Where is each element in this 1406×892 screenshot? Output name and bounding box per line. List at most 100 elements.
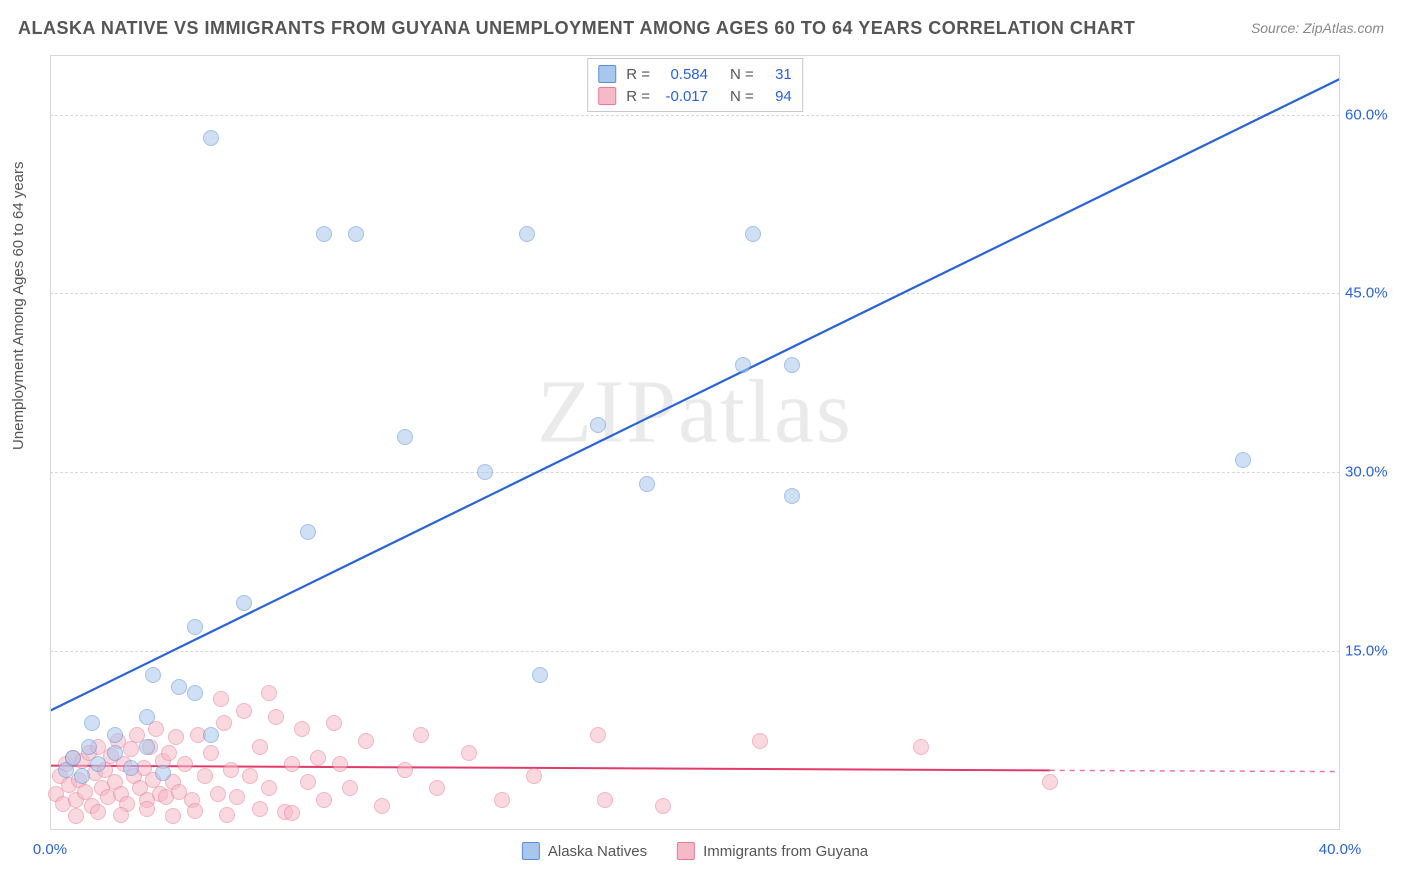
r-label: R = — [626, 88, 650, 105]
x-axis-line — [50, 829, 1340, 830]
series-legend: Alaska NativesImmigrants from Guyana — [522, 842, 868, 860]
data-point — [735, 357, 751, 373]
data-point — [1235, 452, 1251, 468]
data-point — [913, 739, 929, 755]
data-point — [477, 464, 493, 480]
data-point — [752, 733, 768, 749]
r-value: -0.017 — [660, 88, 708, 105]
data-point — [784, 357, 800, 373]
y-tick-label: 15.0% — [1345, 643, 1395, 660]
legend-correlation-row: R =0.584N =31 — [598, 63, 792, 85]
data-point — [90, 756, 106, 772]
data-point — [187, 619, 203, 635]
data-point — [213, 691, 229, 707]
data-point — [161, 745, 177, 761]
data-point — [90, 804, 106, 820]
data-point — [532, 667, 548, 683]
data-point — [519, 226, 535, 242]
data-point — [639, 476, 655, 492]
data-point — [784, 488, 800, 504]
data-point — [223, 762, 239, 778]
data-point — [374, 798, 390, 814]
data-point — [461, 745, 477, 761]
data-point — [139, 739, 155, 755]
data-point — [203, 130, 219, 146]
data-point — [68, 808, 84, 824]
data-point — [123, 741, 139, 757]
data-point — [310, 750, 326, 766]
correlation-legend: R =0.584N =31R =-0.017N =94 — [587, 58, 803, 112]
y-tick-label: 60.0% — [1345, 106, 1395, 123]
data-point — [84, 715, 100, 731]
data-point — [177, 756, 193, 772]
legend-correlation-row: R = -0.017 N = 94 — [598, 85, 792, 107]
data-point — [197, 768, 213, 784]
data-point — [358, 733, 374, 749]
n-label: N = — [730, 88, 754, 105]
data-point — [1042, 774, 1058, 790]
data-point — [145, 667, 161, 683]
legend-series-item: Alaska Natives — [522, 842, 647, 860]
data-point — [494, 792, 510, 808]
source-attribution: Source: ZipAtlas.com — [1251, 20, 1384, 36]
x-tick-label: 0.0% — [33, 841, 67, 858]
r-value: 0.584 — [660, 66, 708, 83]
data-point — [326, 715, 342, 731]
data-point — [216, 715, 232, 731]
data-point — [294, 721, 310, 737]
n-value: 94 — [764, 88, 792, 105]
data-point — [219, 807, 235, 823]
chart-title: ALASKA NATIVE VS IMMIGRANTS FROM GUYANA … — [18, 18, 1135, 39]
r-label: R = — [626, 66, 650, 83]
data-point — [165, 808, 181, 824]
y-tick-label: 45.0% — [1345, 285, 1395, 302]
data-point — [155, 765, 171, 781]
y-tick-label: 30.0% — [1345, 464, 1395, 481]
data-point — [316, 792, 332, 808]
data-point — [284, 756, 300, 772]
data-point — [397, 429, 413, 445]
n-label: N = — [730, 66, 754, 83]
data-point — [203, 745, 219, 761]
data-point — [74, 768, 90, 784]
data-point — [107, 727, 123, 743]
data-point — [81, 739, 97, 755]
data-point — [261, 685, 277, 701]
data-point — [590, 417, 606, 433]
data-point — [655, 798, 671, 814]
data-point — [65, 750, 81, 766]
data-point — [229, 789, 245, 805]
data-point — [123, 760, 139, 776]
data-point — [252, 801, 268, 817]
data-point — [268, 709, 284, 725]
x-tick-label: 40.0% — [1319, 841, 1362, 858]
data-point — [139, 801, 155, 817]
data-point — [187, 685, 203, 701]
legend-swatch — [677, 842, 695, 860]
data-point — [168, 729, 184, 745]
data-point — [300, 774, 316, 790]
data-point — [348, 226, 364, 242]
data-point — [187, 803, 203, 819]
data-point — [300, 524, 316, 540]
data-point — [236, 703, 252, 719]
data-point — [261, 780, 277, 796]
data-point — [210, 786, 226, 802]
data-point — [590, 727, 606, 743]
data-point — [236, 595, 252, 611]
trend-line — [1050, 770, 1340, 771]
data-point — [526, 768, 542, 784]
legend-swatch — [598, 65, 616, 83]
legend-series-label: Alaska Natives — [548, 843, 647, 860]
data-point — [332, 756, 348, 772]
data-point — [429, 780, 445, 796]
y-axis-line — [50, 55, 51, 830]
data-point — [745, 226, 761, 242]
data-point — [107, 745, 123, 761]
data-point — [397, 762, 413, 778]
data-point — [597, 792, 613, 808]
data-point — [242, 768, 258, 784]
data-point — [171, 679, 187, 695]
chart-plot-area: ZIPatlas R =0.584N =31R =-0.017N =94 0.0… — [50, 55, 1340, 830]
legend-swatch — [522, 842, 540, 860]
